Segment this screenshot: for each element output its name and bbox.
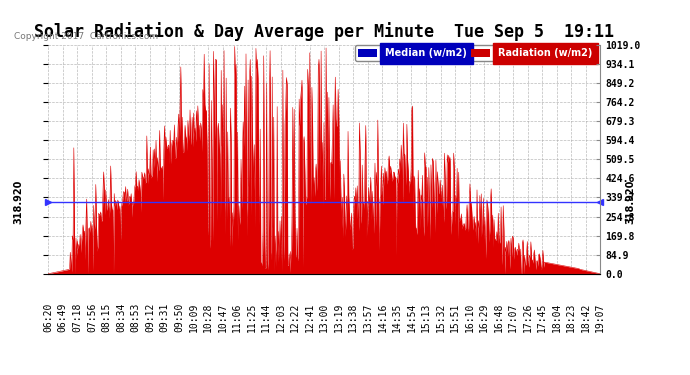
- Legend: Median (w/m2), Radiation (w/m2): Median (w/m2), Radiation (w/m2): [355, 45, 595, 61]
- Text: 18:04: 18:04: [552, 303, 562, 332]
- Text: 11:25: 11:25: [246, 303, 257, 332]
- Text: 10:09: 10:09: [188, 303, 199, 332]
- Text: 13:00: 13:00: [319, 303, 329, 332]
- Text: 07:18: 07:18: [72, 303, 82, 332]
- Text: 16:10: 16:10: [464, 303, 475, 332]
- Text: 15:13: 15:13: [421, 303, 431, 332]
- Text: 09:12: 09:12: [145, 303, 155, 332]
- Text: 11:44: 11:44: [262, 303, 271, 332]
- Text: 08:15: 08:15: [101, 303, 111, 332]
- Text: 14:35: 14:35: [392, 303, 402, 332]
- Text: 16:29: 16:29: [479, 303, 489, 332]
- Text: Copyright 2017  Cartronics.com: Copyright 2017 Cartronics.com: [14, 32, 158, 41]
- Text: 17:45: 17:45: [538, 303, 547, 332]
- Text: 10:47: 10:47: [217, 303, 228, 332]
- Text: 08:34: 08:34: [116, 303, 126, 332]
- Title: Solar Radiation & Day Average per Minute  Tue Sep 5  19:11: Solar Radiation & Day Average per Minute…: [34, 22, 614, 40]
- Text: 17:26: 17:26: [522, 303, 533, 332]
- Text: 07:56: 07:56: [87, 303, 97, 332]
- Text: 18:42: 18:42: [581, 303, 591, 332]
- Text: 13:57: 13:57: [363, 303, 373, 332]
- Text: 16:48: 16:48: [493, 303, 504, 332]
- Text: 15:32: 15:32: [435, 303, 446, 332]
- Text: 09:50: 09:50: [174, 303, 184, 332]
- Text: 14:16: 14:16: [377, 303, 387, 332]
- Text: 09:31: 09:31: [159, 303, 170, 332]
- Text: 10:28: 10:28: [203, 303, 213, 332]
- Text: 06:20: 06:20: [43, 303, 53, 332]
- Text: 17:07: 17:07: [508, 303, 518, 332]
- Text: 11:06: 11:06: [232, 303, 242, 332]
- Text: 19:07: 19:07: [595, 303, 605, 332]
- Text: 06:49: 06:49: [58, 303, 68, 332]
- Text: 18:23: 18:23: [566, 303, 576, 332]
- Text: 08:53: 08:53: [130, 303, 141, 332]
- Text: 13:38: 13:38: [348, 303, 358, 332]
- Text: 12:22: 12:22: [290, 303, 300, 332]
- Text: 14:54: 14:54: [406, 303, 417, 332]
- Text: 318.920: 318.920: [626, 180, 635, 224]
- Text: 12:03: 12:03: [276, 303, 286, 332]
- Text: 13:19: 13:19: [334, 303, 344, 332]
- Text: 318.920: 318.920: [13, 180, 23, 224]
- Text: 15:51: 15:51: [450, 303, 460, 332]
- Text: 12:41: 12:41: [305, 303, 315, 332]
